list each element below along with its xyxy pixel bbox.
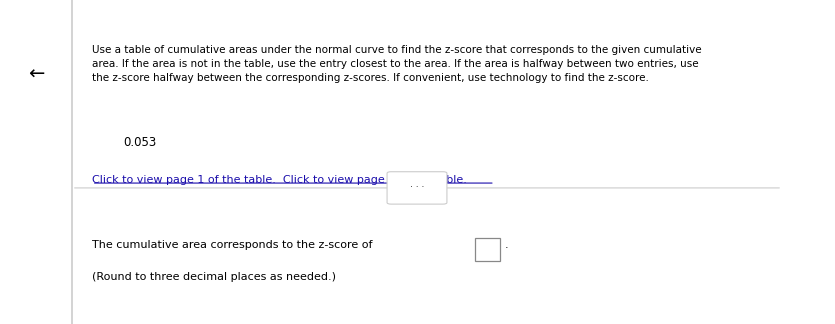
Text: · · ·: · · ·: [410, 183, 424, 192]
Text: Click to view page 1 of the table.  Click to view page 2 of the table.: Click to view page 1 of the table. Click…: [92, 175, 467, 185]
FancyBboxPatch shape: [475, 238, 500, 261]
Text: Use a table of cumulative areas under the normal curve to find the z-score that : Use a table of cumulative areas under th…: [92, 45, 701, 83]
Text: The cumulative area corresponds to the z-score of: The cumulative area corresponds to the z…: [92, 240, 372, 250]
Text: (Round to three decimal places as needed.): (Round to three decimal places as needed…: [92, 272, 336, 282]
FancyBboxPatch shape: [387, 172, 447, 204]
Text: 0.053: 0.053: [124, 136, 157, 149]
Text: ←: ←: [28, 65, 44, 84]
Text: .: .: [504, 240, 508, 250]
